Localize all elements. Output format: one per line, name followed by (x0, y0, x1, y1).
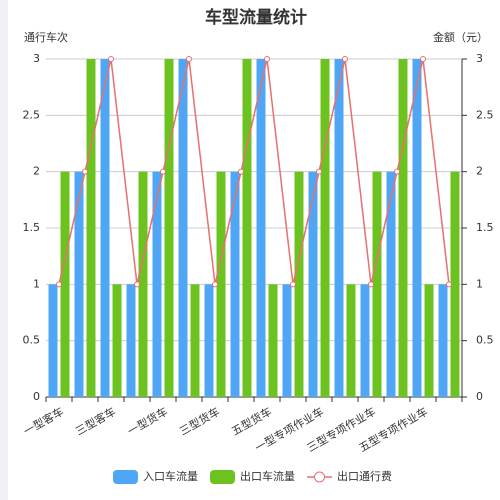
y2-tick-label: 3 (476, 52, 483, 65)
bar (100, 59, 110, 397)
line-point (446, 281, 452, 288)
line-point (264, 56, 270, 62)
bar (86, 59, 96, 397)
legend-swatch (113, 470, 138, 484)
bar (256, 59, 266, 397)
bar (320, 59, 330, 397)
y2-tick-label: 1 (476, 277, 483, 290)
bar (112, 284, 122, 397)
bar (398, 59, 408, 397)
bar (242, 59, 252, 397)
y-tick-label: 2 (33, 165, 40, 178)
line (58, 58, 450, 285)
y-tick-label: 3 (33, 52, 40, 65)
line-point (82, 168, 88, 175)
bar (412, 59, 422, 397)
bar (386, 171, 396, 397)
bar (48, 284, 58, 397)
y2-tick-label: 2.5 (476, 108, 494, 121)
line-point (342, 56, 348, 62)
bar (190, 284, 200, 397)
bar (216, 171, 226, 397)
y2-tick-label: 0.5 (476, 334, 494, 347)
bar (334, 59, 344, 397)
y-tick-label: 0 (33, 390, 40, 403)
y-tick-label: 1.5 (23, 221, 41, 234)
line-point (160, 168, 166, 175)
x-tick-label: 三型货车 (177, 404, 222, 438)
bar (178, 59, 188, 397)
legend-label: 出口通行费 (337, 469, 392, 483)
bar (60, 171, 70, 397)
bar (438, 284, 448, 397)
bar (424, 284, 434, 397)
bar (294, 171, 304, 397)
y-axis-title: 通行车次 (24, 30, 68, 44)
x-tick-label: 一型货车 (125, 404, 170, 438)
line-point (290, 281, 296, 288)
bar (126, 284, 136, 397)
bar (152, 171, 162, 397)
x-tick-label: 一型客车 (21, 404, 66, 438)
bar (372, 171, 382, 397)
x-tick-label: 五型货车 (229, 404, 274, 438)
legend-swatch (314, 471, 325, 483)
bar (230, 171, 240, 397)
line-point (186, 56, 192, 62)
y2-axis-title: 金额（元） (433, 30, 488, 44)
line-point (108, 56, 114, 62)
line-point (238, 168, 244, 175)
line-point (212, 281, 218, 288)
y-tick-label: 1 (33, 277, 40, 290)
y2-tick-label: 0 (476, 390, 483, 403)
line-point (134, 281, 140, 288)
line-point (368, 281, 374, 288)
bar (204, 284, 214, 397)
bar (450, 171, 460, 397)
bar (346, 284, 356, 397)
line-point (420, 56, 426, 62)
line-point (316, 168, 322, 175)
bar (282, 284, 292, 397)
bar (164, 59, 174, 397)
bar (360, 284, 370, 397)
legend-label: 出口车流量 (240, 469, 295, 483)
line-point (394, 168, 400, 175)
line-point (56, 281, 62, 288)
bar (138, 171, 148, 397)
bar (268, 284, 278, 397)
y2-tick-label: 2 (476, 165, 483, 178)
bar (74, 171, 84, 397)
y2-tick-label: 1.5 (476, 221, 494, 234)
x-tick-label: 三型客车 (73, 404, 118, 438)
legend-swatch (210, 470, 235, 484)
legend-label: 入口车流量 (143, 469, 198, 483)
chart-title: 车型流量统计 (205, 7, 307, 28)
bar (308, 171, 318, 397)
y-tick-label: 2.5 (23, 108, 41, 121)
side-strip (0, 0, 8, 500)
y-tick-label: 0.5 (23, 334, 41, 347)
